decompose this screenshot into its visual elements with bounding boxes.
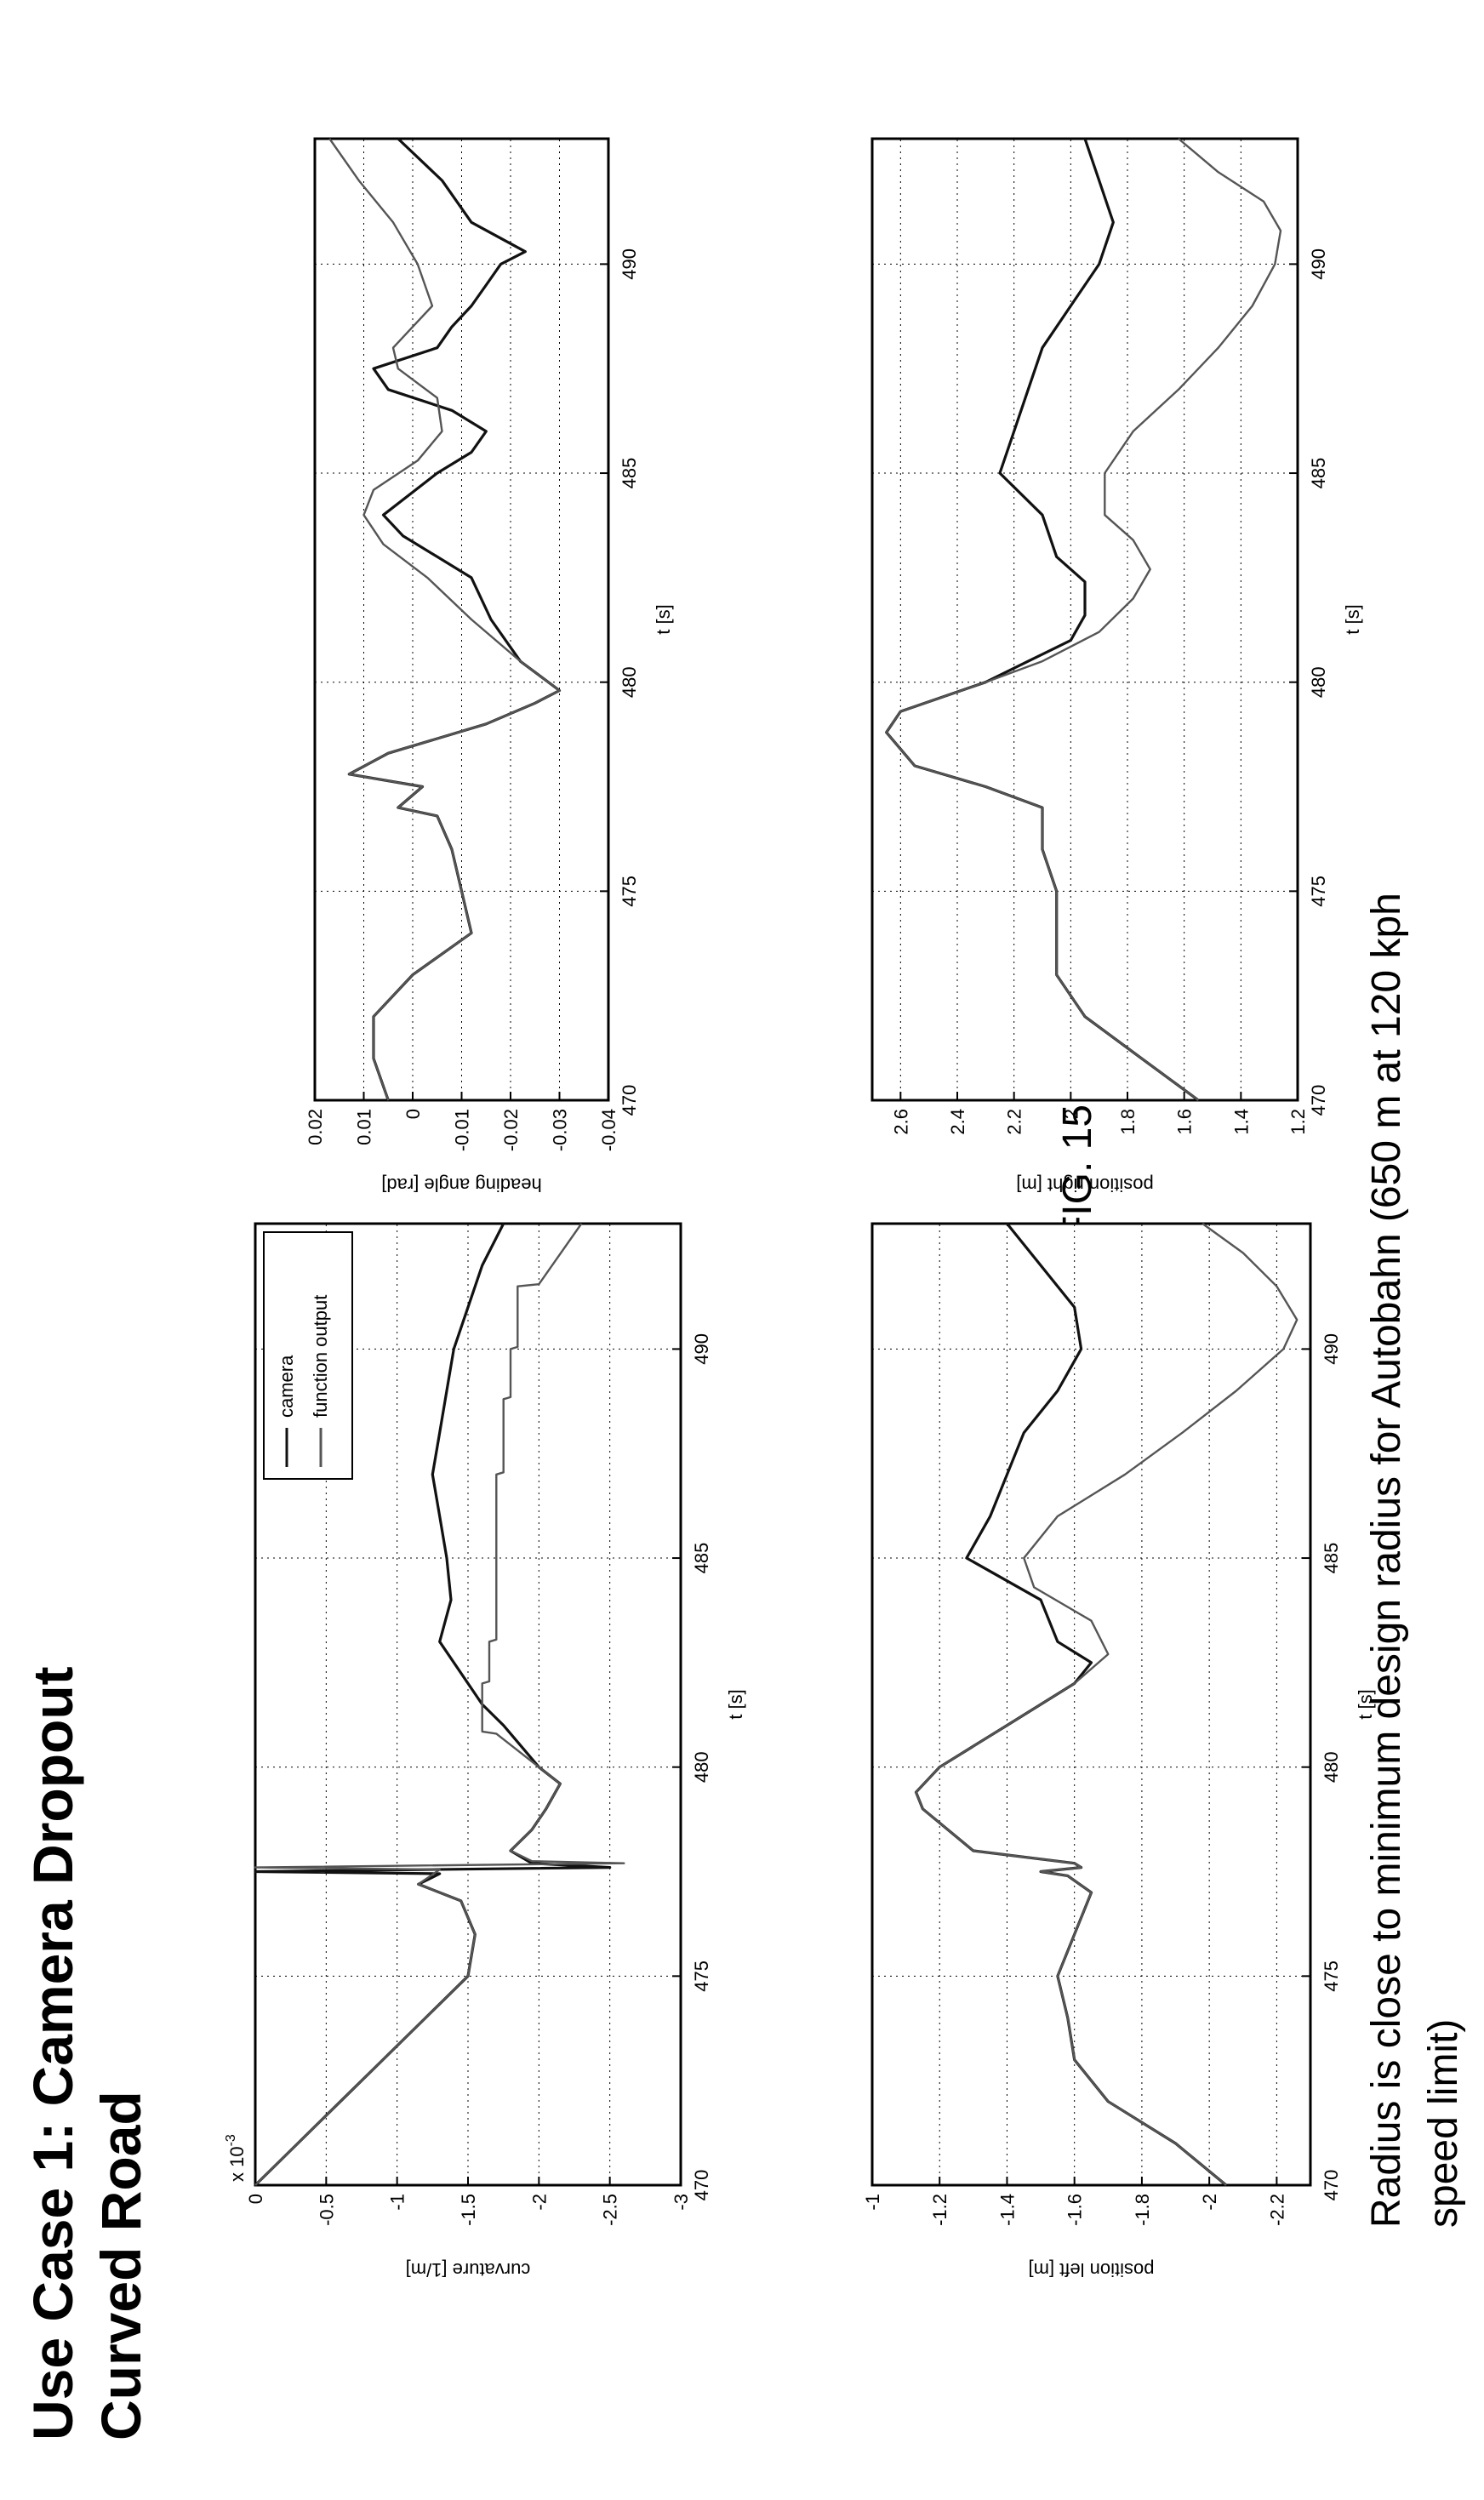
y-tick-label: 2.2 — [1004, 1109, 1025, 1135]
y-axis-label: position right [m] — [1016, 1174, 1153, 1196]
y-tick-label: -1.4 — [996, 2194, 1018, 2226]
y-tick-label: -0.03 — [550, 1109, 571, 1151]
y-tick-label: 0.02 — [305, 1109, 326, 1145]
plot-area — [870, 1222, 1312, 2187]
y-tick-label: -1 — [862, 2194, 883, 2211]
y-tick-label: -1.8 — [1132, 2194, 1153, 2226]
curvature-chart: 470 475 480 485 490 0 -0.5 -1 -1.5 -2 -2.5 -3 t [s] c… — [224, 1222, 746, 2280]
x-axis-label: t [s] — [1355, 1689, 1376, 1719]
y-tick-label: -2.5 — [600, 2194, 621, 2226]
y-tick-label: 2.4 — [947, 1109, 968, 1135]
y-axis-label: curvature [1/m] — [406, 2259, 531, 2280]
x-tick-label: 490 — [691, 1333, 712, 1365]
x-tick-label: 470 — [1321, 2170, 1342, 2201]
y-tick-label: 2 — [1060, 1109, 1082, 1119]
series-line-2 — [254, 1223, 625, 2186]
x-tick-label: 475 — [1321, 1961, 1342, 1992]
x-tick-label: 490 — [1308, 248, 1329, 280]
y-tick-label: 0 — [402, 1109, 424, 1119]
figure-label: FIG. 15 — [1055, 1104, 1100, 1241]
legend-box — [263, 1231, 353, 1480]
y-tick-label: 2.6 — [890, 1109, 911, 1135]
x-tick-label: 475 — [1308, 876, 1329, 907]
y-axis-label: position left [m] — [1029, 2259, 1155, 2280]
y-tick-label: 0 — [245, 2194, 266, 2204]
series-line-2 — [915, 1223, 1298, 2186]
x-tick-label: 475 — [691, 1961, 712, 1992]
x-tick-label: 480 — [1308, 666, 1329, 698]
x-tick-label: 490 — [619, 248, 640, 280]
x-tick-label: 475 — [619, 876, 640, 907]
legend-entry: function output — [310, 1295, 331, 1418]
y-tick-label: -0.04 — [598, 1109, 619, 1151]
y-tick-label: -1.5 — [458, 2194, 479, 2226]
y-tick-label: -2 — [528, 2194, 550, 2211]
series-line-2 — [885, 138, 1282, 1101]
y-tick-label: -2 — [1199, 2194, 1220, 2211]
y-tick-label: -2.2 — [1266, 2194, 1287, 2226]
page-title-line1: Use Case 1: Camera Dropout — [21, 1666, 84, 2440]
y-tick-label: -3 — [671, 2194, 692, 2211]
y-tick-label: -1.6 — [1064, 2194, 1086, 2226]
page-title-line2: Curved Road — [89, 2091, 152, 2440]
x-tick-label: 480 — [1321, 1751, 1342, 1783]
y-axis-label: heading angle [rad] — [381, 1174, 541, 1196]
y-tick-label: 0.01 — [354, 1109, 375, 1145]
heading-angle-chart: 470 475 480 485 490 0.02 0.01 0 -0.01 -0.02 -0.03 -… — [305, 137, 674, 1196]
x-axis-label: t [s] — [1342, 604, 1363, 634]
y-tick-label: -1 — [387, 2194, 408, 2211]
y-tick-label: 1.2 — [1287, 1109, 1309, 1135]
y-tick-label: 1.6 — [1174, 1109, 1196, 1135]
y-tick-label: -0.5 — [316, 2194, 337, 2226]
x-tick-label: 470 — [691, 2170, 712, 2201]
x-tick-label: 485 — [1308, 458, 1329, 489]
x-tick-label: 480 — [691, 1751, 712, 1783]
y-tick-label: 1.4 — [1230, 1109, 1252, 1135]
legend-entry: camera — [276, 1355, 297, 1418]
x-axis-label: t [s] — [653, 604, 674, 634]
series-line-2 — [328, 138, 561, 1101]
y-axis-exponent: x 10-3 — [224, 2134, 248, 2182]
x-axis-label: t [s] — [725, 1689, 746, 1719]
x-tick-label: 470 — [619, 1085, 640, 1116]
x-tick-label: 470 — [1308, 1085, 1329, 1116]
y-tick-label: -0.02 — [500, 1109, 522, 1151]
x-tick-label: 485 — [691, 1543, 712, 1574]
y-tick-label: -0.01 — [452, 1109, 473, 1151]
x-tick-label: 485 — [1321, 1543, 1342, 1574]
x-tick-label: 490 — [1321, 1333, 1342, 1365]
position-left-chart: 470 475 480 485 490 -1 -1.2 -1.4 -1.6 -1.8 -2 -2.2 t… — [862, 1222, 1376, 2280]
position-right-chart: 470 475 480 485 490 2.6 2.4 2.2 2 1.8 1.6 1.4 1.2 t [… — [870, 137, 1363, 1196]
caption-line2: speed limit) — [1421, 2019, 1466, 2228]
y-tick-label: 1.8 — [1117, 1109, 1139, 1135]
caption-line1: Radius is close to minimum design radius… — [1364, 893, 1409, 2228]
x-tick-label: 485 — [619, 458, 640, 489]
x-tick-label: 480 — [619, 666, 640, 698]
y-tick-label: -1.2 — [929, 2194, 950, 2226]
